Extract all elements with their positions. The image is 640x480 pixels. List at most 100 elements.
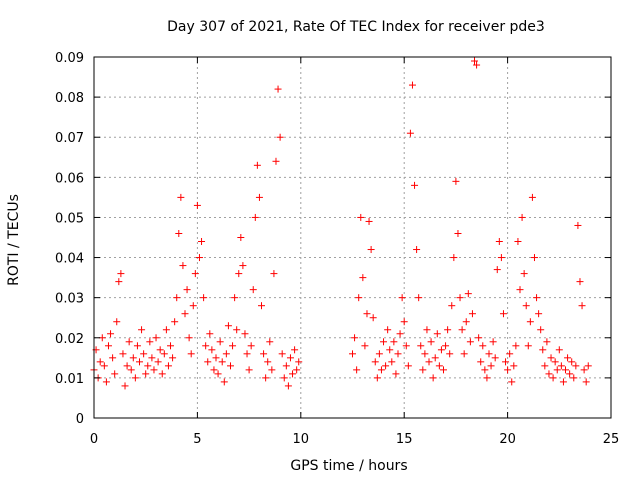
data-point	[202, 342, 210, 350]
data-point	[431, 354, 439, 362]
y-axis-label: ROTI / TECUs	[6, 194, 22, 286]
data-point	[266, 338, 274, 346]
data-point	[541, 362, 549, 370]
data-point	[508, 378, 516, 386]
data-point	[411, 181, 419, 189]
data-point	[351, 334, 359, 342]
data-point	[446, 350, 454, 358]
data-point	[195, 254, 203, 262]
data-point	[396, 330, 404, 338]
data-point	[533, 294, 541, 302]
data-point	[402, 342, 410, 350]
data-point	[549, 374, 557, 382]
data-point	[530, 254, 538, 262]
data-point	[189, 302, 197, 310]
data-point	[104, 342, 112, 350]
data-point	[220, 378, 228, 386]
data-point	[115, 278, 123, 286]
chart-title: Day 307 of 2021, Rate Of TEC Index for r…	[167, 19, 545, 35]
data-point	[235, 270, 243, 278]
data-point	[135, 358, 143, 366]
data-point	[177, 193, 185, 201]
data-point	[154, 358, 162, 366]
data-point	[497, 254, 505, 262]
data-point	[520, 270, 528, 278]
data-point	[164, 362, 172, 370]
data-point	[193, 201, 201, 209]
data-point	[100, 362, 108, 370]
data-point	[512, 342, 520, 350]
data-point	[107, 330, 115, 338]
data-point	[289, 370, 297, 378]
data-point	[291, 346, 299, 354]
data-point	[102, 378, 110, 386]
data-point	[218, 358, 226, 366]
data-point	[475, 334, 483, 342]
data-point	[557, 362, 565, 370]
data-point	[295, 358, 303, 366]
data-point	[373, 374, 381, 382]
data-point	[394, 350, 402, 358]
data-point	[365, 217, 373, 225]
y-tick-label: 0.03	[55, 292, 84, 307]
data-point	[162, 326, 170, 334]
data-point	[526, 318, 534, 326]
data-point	[433, 330, 441, 338]
data-point	[516, 286, 524, 294]
data-point	[109, 354, 117, 362]
grid-layer	[94, 57, 611, 418]
data-point	[547, 354, 555, 362]
y-tick-label: 0.06	[55, 171, 84, 186]
data-point	[239, 262, 247, 270]
data-point	[243, 350, 251, 358]
data-point	[489, 338, 497, 346]
data-point	[200, 294, 208, 302]
data-point	[406, 129, 414, 137]
data-point	[187, 350, 195, 358]
data-point	[125, 338, 133, 346]
data-point	[127, 366, 135, 374]
data-point	[206, 330, 214, 338]
data-point	[380, 338, 388, 346]
data-point	[167, 342, 175, 350]
data-point	[415, 294, 423, 302]
data-point	[237, 234, 245, 241]
data-point	[198, 238, 206, 246]
data-point	[435, 362, 443, 370]
data-point	[286, 354, 294, 362]
data-point	[454, 229, 462, 237]
data-point	[545, 370, 553, 378]
y-tick-label: 0.08	[55, 91, 84, 106]
data-point	[210, 366, 218, 374]
data-point	[150, 366, 158, 374]
data-point	[408, 81, 416, 89]
data-point	[439, 366, 447, 374]
data-point	[142, 370, 150, 378]
y-tick-label: 0	[76, 412, 84, 427]
data-point	[226, 362, 234, 370]
data-point	[293, 366, 301, 374]
data-point	[212, 354, 220, 362]
data-point	[249, 286, 257, 294]
data-point	[404, 362, 412, 370]
data-point	[466, 338, 474, 346]
data-point	[253, 161, 261, 169]
data-point	[462, 318, 470, 326]
data-point	[148, 354, 156, 362]
data-point	[413, 246, 421, 254]
ticks-layer	[93, 56, 612, 419]
tick-labels-layer: 0 0.01 0.02 0.03 0.04 0.05 0.06 0.07 0.08 0.09 0 5 1…	[55, 51, 619, 447]
data-point	[522, 302, 530, 310]
data-point	[584, 362, 592, 370]
data-point	[400, 318, 408, 326]
data-point	[144, 362, 152, 370]
data-point	[270, 270, 278, 278]
data-point	[284, 382, 292, 390]
data-point	[562, 366, 570, 374]
data-point	[191, 270, 199, 278]
data-point	[156, 346, 164, 354]
data-point	[224, 322, 232, 330]
data-point	[582, 378, 590, 386]
data-point	[169, 354, 177, 362]
data-point	[491, 354, 499, 362]
